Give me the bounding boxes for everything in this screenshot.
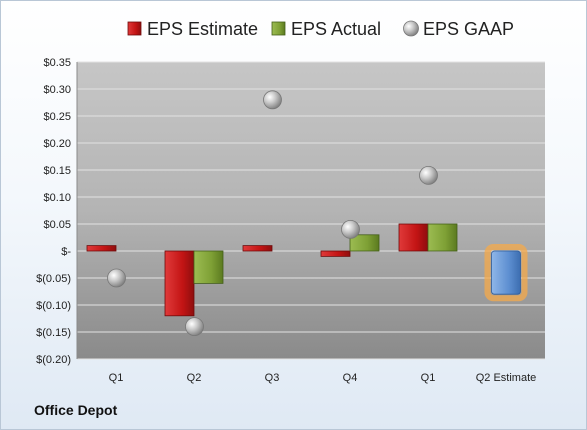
y-tick-label: $(0.05) [36,273,71,285]
y-tick-label: $(0.10) [36,300,71,312]
eps-gaap-marker [341,219,360,239]
eps-gaap-marker [263,90,282,110]
y-tick-label: $0.20 [43,138,71,150]
legend-eps-gaap-swatch [403,20,419,37]
y-tick-label: $0.30 [43,84,71,96]
eps-estimate-bar [320,250,351,257]
legend-eps-estimate-label: EPS Estimate [147,19,258,39]
y-tick-label: $(0.15) [36,327,71,339]
forecast-glow [484,244,528,302]
y-tick-label: $0.05 [43,219,71,231]
x-tick-label: Q3 [265,372,280,384]
y-tick-label: $0.35 [43,57,71,69]
x-tick-label: Q1 [109,372,124,384]
eps-estimate-bar [242,245,273,252]
eps-estimate-bar [398,223,429,252]
eps-gaap-marker [419,165,438,185]
eps-forecast-bar [491,250,521,295]
eps-gaap-marker [107,268,126,288]
eps-estimate-bar [164,250,195,317]
legend-eps-actual-label: EPS Actual [291,19,381,39]
eps-actual-bar [427,223,458,252]
y-tick-label: $0.15 [43,165,71,177]
eps-estimate-bar [86,245,117,252]
eps-actual-bar [349,234,380,252]
x-tick-label: Q1 [421,372,436,384]
x-tick-label: Q2 [187,372,202,384]
y-tick-label: $(0.20) [36,354,71,366]
legend-eps-actual-swatch [271,21,286,36]
y-tick-label: $0.10 [43,192,71,204]
legend-eps-estimate-swatch [127,21,142,36]
y-tick-label: $0.25 [43,111,71,123]
company-label: Office Depot [34,402,118,418]
x-tick-label: Q2 Estimate [476,372,537,384]
eps-gaap-marker [185,317,204,337]
eps-actual-bar [193,250,224,284]
plot-area [77,62,545,359]
y-tick-label: $- [61,246,71,258]
x-tick-label: Q4 [343,372,358,384]
legend-eps-gaap-label: EPS GAAP [423,19,514,39]
